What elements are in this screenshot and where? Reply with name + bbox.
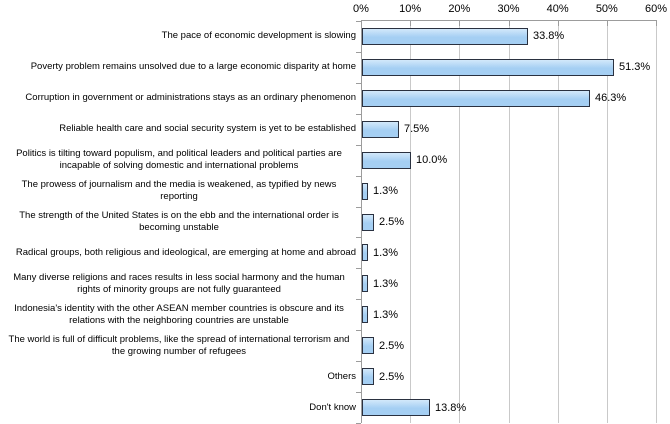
- category-axis-tick: [356, 330, 361, 331]
- gridline: [508, 20, 510, 423]
- bar: [362, 28, 528, 45]
- category-label-text: Corruption in government or administrati…: [25, 92, 356, 104]
- value-axis-tick-label: 20%: [448, 3, 471, 15]
- bar: [362, 306, 368, 323]
- category-label-text: The strength of the United States is on …: [19, 209, 339, 233]
- value-label: 1.3%: [373, 185, 399, 197]
- category-label: Corruption in government or administrati…: [0, 83, 356, 114]
- bar: [362, 90, 590, 107]
- category-axis-tick: [356, 299, 361, 300]
- value-label: 7.5%: [404, 123, 430, 135]
- category-label-text: Indonesia's identity with the other ASEA…: [14, 302, 344, 326]
- value-axis-tick: [410, 20, 412, 26]
- category-label: Radical groups, both religious and ideol…: [0, 237, 356, 268]
- gridline: [656, 20, 657, 423]
- category-label-text: Others: [327, 370, 356, 382]
- value-axis-line: [361, 20, 657, 21]
- value-axis-tick: [459, 20, 461, 26]
- value-label: 1.3%: [373, 247, 399, 259]
- category-axis-tick: [356, 392, 361, 393]
- category-axis-tick: [356, 237, 361, 238]
- bar: [362, 59, 614, 76]
- category-label-text: Don't know: [309, 401, 356, 413]
- value-axis-tick-label: 30%: [497, 3, 520, 15]
- value-label: 2.5%: [379, 216, 405, 228]
- value-label: 2.5%: [379, 340, 405, 352]
- category-axis-tick: [356, 207, 361, 208]
- category-label: Many diverse religions and races results…: [0, 268, 356, 299]
- category-label-text: The prowess of journalism and the media …: [21, 179, 337, 203]
- value-axis-tick: [606, 20, 608, 26]
- gridline: [459, 20, 461, 423]
- category-label-text: Politics is tilting toward populism, and…: [16, 148, 342, 172]
- bar: [362, 152, 411, 169]
- value-axis-tick-label: 0%: [353, 3, 369, 15]
- bar: [362, 214, 374, 231]
- bar: [362, 368, 374, 385]
- category-label-text: The world is full of difficult problems,…: [8, 333, 350, 357]
- bar: [362, 337, 374, 354]
- category-label: Indonesia's identity with the other ASEA…: [0, 299, 356, 330]
- category-label: The prowess of journalism and the media …: [0, 176, 356, 207]
- value-label: 2.5%: [379, 371, 405, 383]
- category-axis-line: [361, 20, 362, 423]
- bar: [362, 399, 430, 416]
- value-label: 51.3%: [619, 61, 651, 73]
- category-label-text: Many diverse religions and races results…: [13, 271, 345, 295]
- gridline: [606, 20, 608, 423]
- category-axis-tick: [356, 21, 361, 22]
- category-label: The pace of economic development is slow…: [0, 21, 356, 52]
- category-label: Poverty problem remains unsolved due to …: [0, 52, 356, 83]
- value-label: 1.3%: [373, 278, 399, 290]
- category-label: Others: [0, 361, 356, 392]
- category-axis-tick: [356, 145, 361, 146]
- value-axis-tick: [656, 20, 657, 26]
- value-axis-tick-label: 60%: [644, 3, 668, 15]
- category-axis-tick: [356, 268, 361, 269]
- category-label: Reliable health care and social security…: [0, 114, 356, 145]
- category-label: Don't know: [0, 392, 356, 423]
- value-axis-tick: [557, 20, 559, 26]
- value-label: 46.3%: [595, 92, 627, 104]
- category-label-text: Radical groups, both religious and ideol…: [15, 246, 356, 258]
- bar: [362, 244, 368, 261]
- bar: [362, 183, 368, 200]
- category-axis-tick: [356, 83, 361, 84]
- value-label: 33.8%: [533, 30, 565, 42]
- category-label-text: Poverty problem remains unsolved due to …: [30, 61, 356, 73]
- value-axis-tick-label: 50%: [595, 3, 618, 15]
- category-label: Politics is tilting toward populism, and…: [0, 145, 356, 176]
- value-axis-tick-label: 40%: [546, 3, 569, 15]
- category-axis-tick: [356, 114, 361, 115]
- category-label: The world is full of difficult problems,…: [0, 330, 356, 361]
- gridline: [557, 20, 559, 423]
- category-label-text: The pace of economic development is slow…: [161, 30, 356, 42]
- category-axis-tick: [356, 176, 361, 177]
- gridline: [410, 20, 412, 423]
- bar: [362, 275, 368, 292]
- category-axis-tick: [356, 52, 361, 53]
- value-axis-tick: [508, 20, 510, 26]
- value-label: 10.0%: [416, 154, 448, 166]
- category-label-text: Reliable health care and social security…: [59, 123, 356, 135]
- value-label: 13.8%: [435, 402, 467, 414]
- value-axis-tick-label: 10%: [399, 3, 422, 15]
- category-axis-tick: [356, 361, 361, 362]
- category-label: The strength of the United States is on …: [0, 207, 356, 238]
- value-label: 1.3%: [373, 309, 399, 321]
- bar: [362, 121, 399, 138]
